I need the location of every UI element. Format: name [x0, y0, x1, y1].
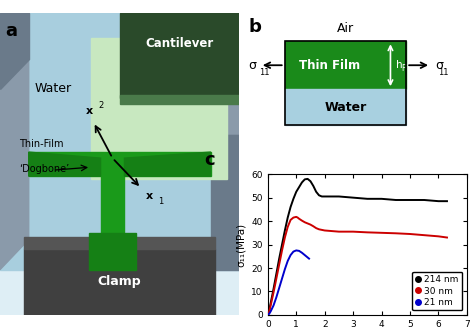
Legend: 214 nm, 30 nm, 21 nm: 214 nm, 30 nm, 21 nm [412, 272, 462, 311]
Text: ‘Dogbone’: ‘Dogbone’ [19, 164, 69, 174]
Text: σ: σ [248, 59, 256, 72]
Polygon shape [0, 59, 29, 270]
Bar [0, 13, 239, 270]
Text: Thin Film: Thin Film [299, 59, 360, 72]
Text: 1: 1 [158, 197, 163, 206]
Text: c: c [204, 150, 215, 169]
Bar [284, 42, 406, 126]
Polygon shape [210, 134, 239, 270]
Polygon shape [24, 237, 215, 249]
Text: Cantilever: Cantilever [146, 37, 214, 50]
Text: Air: Air [337, 22, 354, 35]
Text: 2: 2 [98, 101, 103, 110]
X-axis label: ε₁₁(%): ε₁₁(%) [351, 334, 383, 335]
Bar [100, 164, 125, 249]
Polygon shape [125, 152, 210, 176]
Bar [24, 249, 215, 315]
Text: σ: σ [436, 59, 444, 72]
Text: x: x [86, 106, 93, 116]
Polygon shape [0, 13, 29, 89]
Polygon shape [119, 95, 239, 104]
Polygon shape [119, 13, 239, 98]
Polygon shape [91, 38, 228, 179]
Text: h: h [396, 60, 403, 70]
Bar [89, 233, 137, 270]
Bar [284, 42, 406, 89]
Text: Water: Water [34, 82, 71, 95]
Y-axis label: σ₁₁(MPa): σ₁₁(MPa) [236, 222, 246, 267]
Text: a: a [5, 22, 17, 41]
Text: F: F [402, 64, 406, 73]
Polygon shape [210, 89, 239, 134]
Bar [284, 89, 406, 126]
Text: 11: 11 [259, 68, 269, 77]
Bar [29, 152, 210, 176]
Text: Clamp: Clamp [98, 275, 142, 288]
Text: 11: 11 [438, 68, 449, 77]
Polygon shape [29, 152, 100, 176]
Text: x: x [146, 191, 153, 201]
Text: Thin-Film: Thin-Film [19, 139, 64, 149]
Text: b: b [248, 18, 262, 36]
Text: Water: Water [324, 101, 366, 114]
